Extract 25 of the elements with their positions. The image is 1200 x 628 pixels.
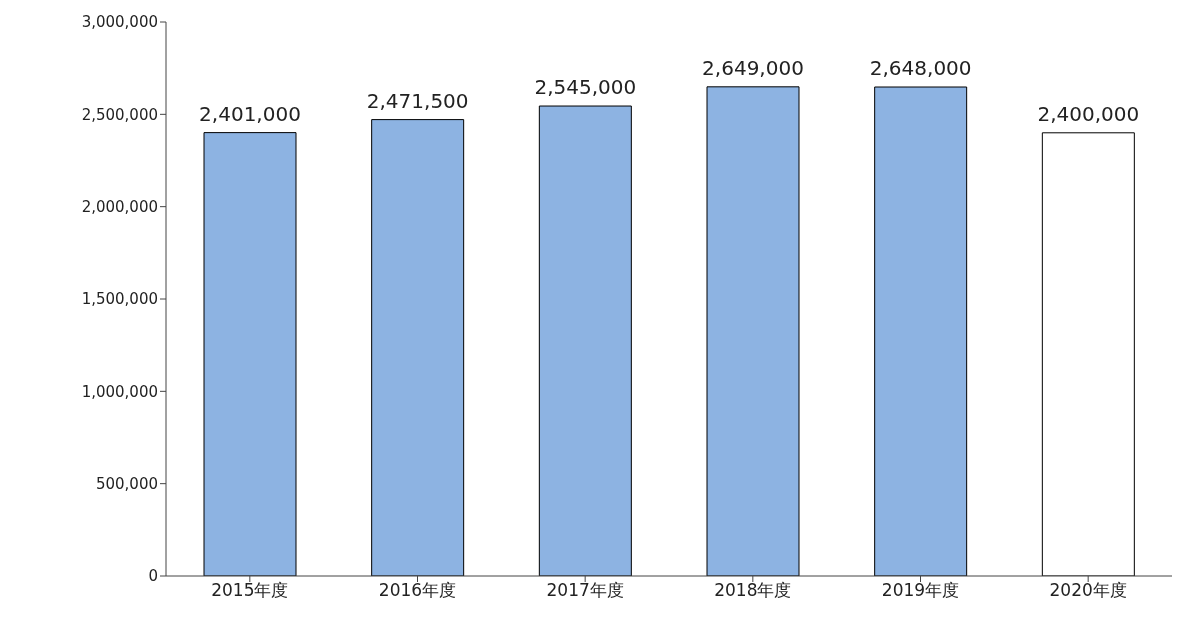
y-tick-label: 1,000,000 (81, 382, 158, 401)
y-tick-label: 0 (148, 567, 158, 586)
data-label: 2,400,000 (1037, 101, 1140, 126)
y-tick-label: 2,500,000 (81, 105, 158, 124)
x-tick-label: 2015年度 (211, 580, 289, 601)
bar (1041, 132, 1135, 576)
x-tick-label: 2019年度 (881, 580, 960, 601)
bar (706, 86, 800, 576)
data-label: 2,649,000 (702, 55, 804, 80)
x-tick-label: 2018年度 (714, 580, 792, 601)
x-tick-label: 2017年度 (546, 580, 624, 601)
y-tick-label: 500,000 (95, 474, 158, 493)
data-label: 2,401,000 (199, 101, 301, 126)
bar (538, 105, 632, 576)
data-label: 2,471,500 (366, 88, 469, 113)
y-tick-label: 2,000,000 (81, 197, 158, 216)
data-label: 2,545,000 (534, 75, 637, 100)
x-tick-label: 2016年度 (378, 580, 457, 601)
data-label: 2,648,000 (869, 56, 972, 80)
bar (203, 132, 297, 576)
bar (371, 119, 465, 576)
x-tick-label: 2020年度 (1049, 580, 1127, 601)
y-tick-label: 1,500,000 (81, 290, 158, 309)
bar (874, 86, 968, 576)
y-tick-label: 3,000,000 (81, 13, 158, 32)
